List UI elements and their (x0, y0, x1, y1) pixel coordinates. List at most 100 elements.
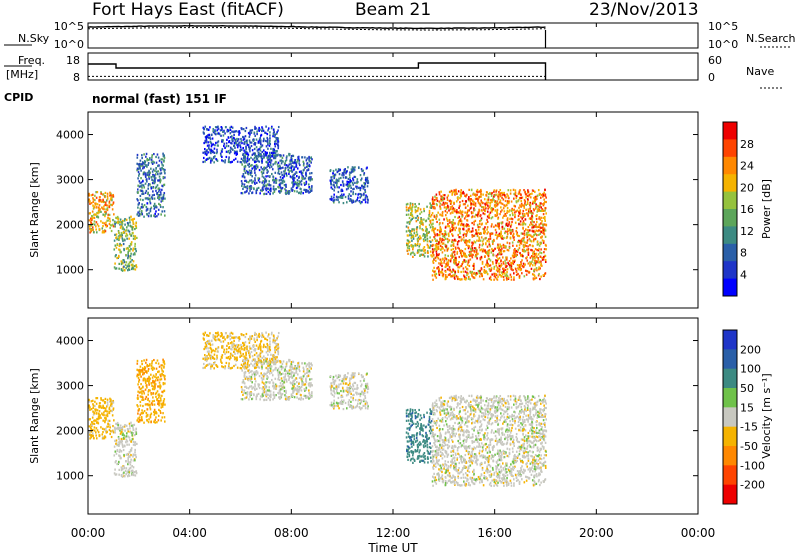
power-echo-cell (502, 250, 505, 253)
velocity-echo-cell (134, 453, 137, 457)
power-echo-cell (258, 148, 261, 151)
velocity-echo-cell (205, 355, 208, 359)
power-echo-cell (366, 176, 369, 179)
power-echo-cell (205, 149, 208, 153)
power-echo-cell (119, 223, 121, 226)
power-echo-cell (516, 264, 519, 267)
power-echo-cell (217, 140, 220, 143)
power-echo-cell (456, 196, 459, 199)
power-echo-cell (349, 171, 351, 174)
power-echo-cell (105, 208, 107, 211)
power-echo-cell (446, 262, 449, 266)
velocity-echo-cell (132, 440, 135, 443)
velocity-echo-cell (154, 421, 157, 424)
velocity-echo-cell (130, 469, 133, 472)
power-echo-cell (91, 228, 93, 231)
power-echo-cell (544, 219, 546, 222)
power-echo-cell (450, 270, 452, 273)
velocity-echo-cell (127, 473, 130, 477)
power-echo-cell (338, 177, 340, 180)
power-echo-cell (405, 230, 408, 233)
power-echo-cell (496, 246, 499, 249)
velocity-echo-cell (104, 407, 107, 410)
power-echo-cell (513, 276, 515, 279)
power-echo-cell (162, 206, 164, 209)
velocity-echo-cell (245, 367, 248, 370)
power-echo-cell (443, 259, 446, 262)
velocity-echo-cell (247, 359, 250, 362)
power-echo-cell (470, 203, 472, 206)
power-echo-cell (294, 161, 297, 164)
power-echo-cell (142, 184, 145, 187)
power-echo-cell (298, 182, 301, 185)
power-echo-cell (529, 217, 532, 220)
power-echo-cell (90, 221, 92, 225)
power-echo-cell (231, 139, 234, 142)
power-echo-cell (161, 188, 163, 191)
velocity-echo-cell (154, 375, 156, 378)
power-echo-cell (453, 253, 456, 256)
power-echo-cell (284, 191, 287, 194)
power-echo-cell (346, 184, 349, 188)
power-echo-cell (262, 129, 265, 132)
velocity-echo-cell (119, 454, 121, 458)
power-echo-cell (539, 196, 542, 199)
power-echo-cell (116, 215, 119, 219)
power-echo-cell (504, 272, 506, 275)
power-echo-cell (496, 255, 498, 258)
power-echo-cell (350, 199, 353, 203)
power-echo-cell (163, 159, 165, 162)
velocity-echo-cell (126, 452, 129, 456)
power-echo-cell (525, 208, 527, 211)
power-echo-cell (105, 199, 108, 202)
power-echo-cell (131, 228, 133, 231)
velocity-echo-cell (233, 348, 236, 351)
velocity-echo-cell (92, 428, 94, 432)
power-echo-cell (451, 240, 454, 244)
power-echo-cell (452, 218, 455, 222)
power-echo-cell (518, 265, 521, 268)
power-echo-cell (303, 162, 305, 165)
velocity-echo-cell (228, 365, 230, 368)
power-echo-cell (272, 128, 275, 131)
power-echo-cell (513, 211, 516, 214)
power-echo-cell (277, 137, 280, 140)
power-echo-cell (258, 126, 260, 130)
power-echo-cell (516, 253, 518, 256)
power-echo-cell (478, 243, 481, 246)
power-echo-cell (279, 155, 282, 158)
power-echo-cell (226, 130, 228, 133)
power-echo-cell (240, 140, 243, 143)
power-echo-cell (498, 273, 501, 276)
power-echo-cell (141, 192, 143, 196)
power-echo-cell (142, 205, 145, 208)
power-echo-cell (537, 258, 540, 261)
power-echo-cell (159, 181, 162, 184)
power-echo-cell (469, 194, 472, 197)
power-echo-cell (204, 152, 207, 155)
power-echo-cell (126, 265, 129, 268)
power-echo-cell (492, 238, 495, 242)
power-echo-cell (486, 226, 489, 229)
power-echo-cell (446, 202, 448, 205)
power-echo-cell (93, 223, 96, 226)
velocity-echo-cell (154, 392, 157, 395)
power-echo-cell (409, 231, 411, 234)
power-echo-cell (531, 260, 533, 263)
power-echo-cell (530, 262, 533, 265)
power-echo-cell (504, 213, 507, 216)
power-echo-cell (474, 241, 477, 244)
power-echo-cell (155, 170, 158, 173)
power-echo-cell (544, 235, 547, 238)
power-echo-cell (453, 269, 455, 272)
power-echo-cell (209, 136, 211, 139)
power-echo-cell (139, 164, 142, 167)
power-echo-cell (107, 219, 110, 222)
power-echo-cell (443, 197, 446, 200)
velocity-echo-cell (150, 393, 153, 396)
power-echo-cell (518, 234, 521, 238)
power-echo-cell (144, 182, 147, 185)
power-echo-cell (106, 197, 109, 200)
velocity-echo-cell (204, 331, 207, 334)
power-echo-cell (496, 266, 499, 269)
